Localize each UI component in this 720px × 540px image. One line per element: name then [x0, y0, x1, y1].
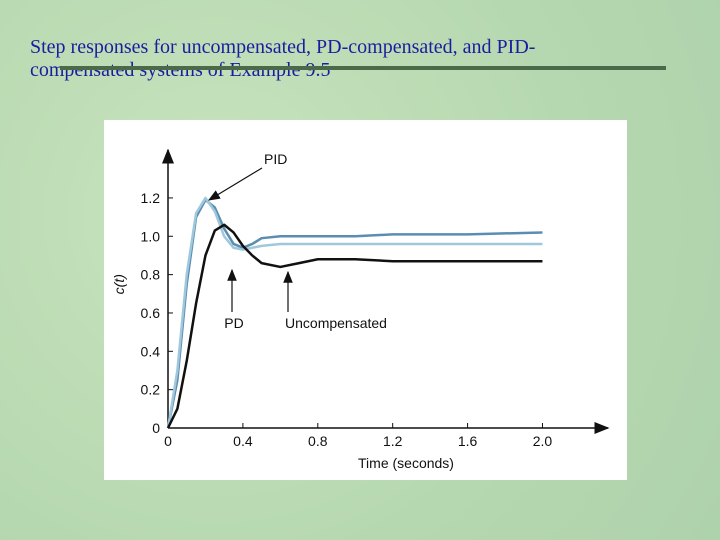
y-tick-label: 1.2 — [141, 190, 161, 206]
x-tick-label: 0.8 — [308, 433, 328, 449]
x-tick-label: 1.2 — [383, 433, 403, 449]
y-axis-label: c(t) — [111, 274, 127, 294]
annotation: Uncompensated — [285, 315, 387, 331]
y-tick-label: 1.0 — [141, 228, 161, 244]
y-tick-label: 0.2 — [141, 382, 161, 398]
x-tick-label: 2.0 — [533, 433, 553, 449]
x-axis-label: Time (seconds) — [358, 455, 454, 471]
title-line: Step responses for uncompensated, PD-com… — [30, 36, 536, 58]
x-tick-label: 0 — [164, 433, 172, 449]
y-tick-label: 0 — [152, 420, 160, 436]
title-line: compensated systems of Example 9.5 — [30, 59, 331, 81]
annotation-arrow — [207, 167, 263, 201]
annotation: PID — [264, 151, 287, 167]
x-tick-label: 0.4 — [233, 433, 253, 449]
x-tick-label: 1.6 — [458, 433, 478, 449]
y-tick-label: 0.4 — [141, 343, 161, 359]
title-rule — [60, 66, 666, 70]
annotation: PD — [224, 315, 243, 331]
y-tick-label: 0.8 — [141, 267, 161, 283]
slide-title: Step responses for uncompensated, PD-com… — [30, 36, 535, 82]
chart-box: 0 0.4 0.8 1.2 1.6 2.0 0 0.2 0.4 0.6 0.8 1.0 1.2 Time … — [104, 120, 627, 480]
series-line — [166, 223, 543, 429]
series-line — [166, 196, 543, 429]
y-tick-label: 0.6 — [141, 305, 161, 321]
chart: 0 0.4 0.8 1.2 1.6 2.0 0 0.2 0.4 0.6 0.8 1.0 1.2 Time … — [111, 148, 610, 471]
